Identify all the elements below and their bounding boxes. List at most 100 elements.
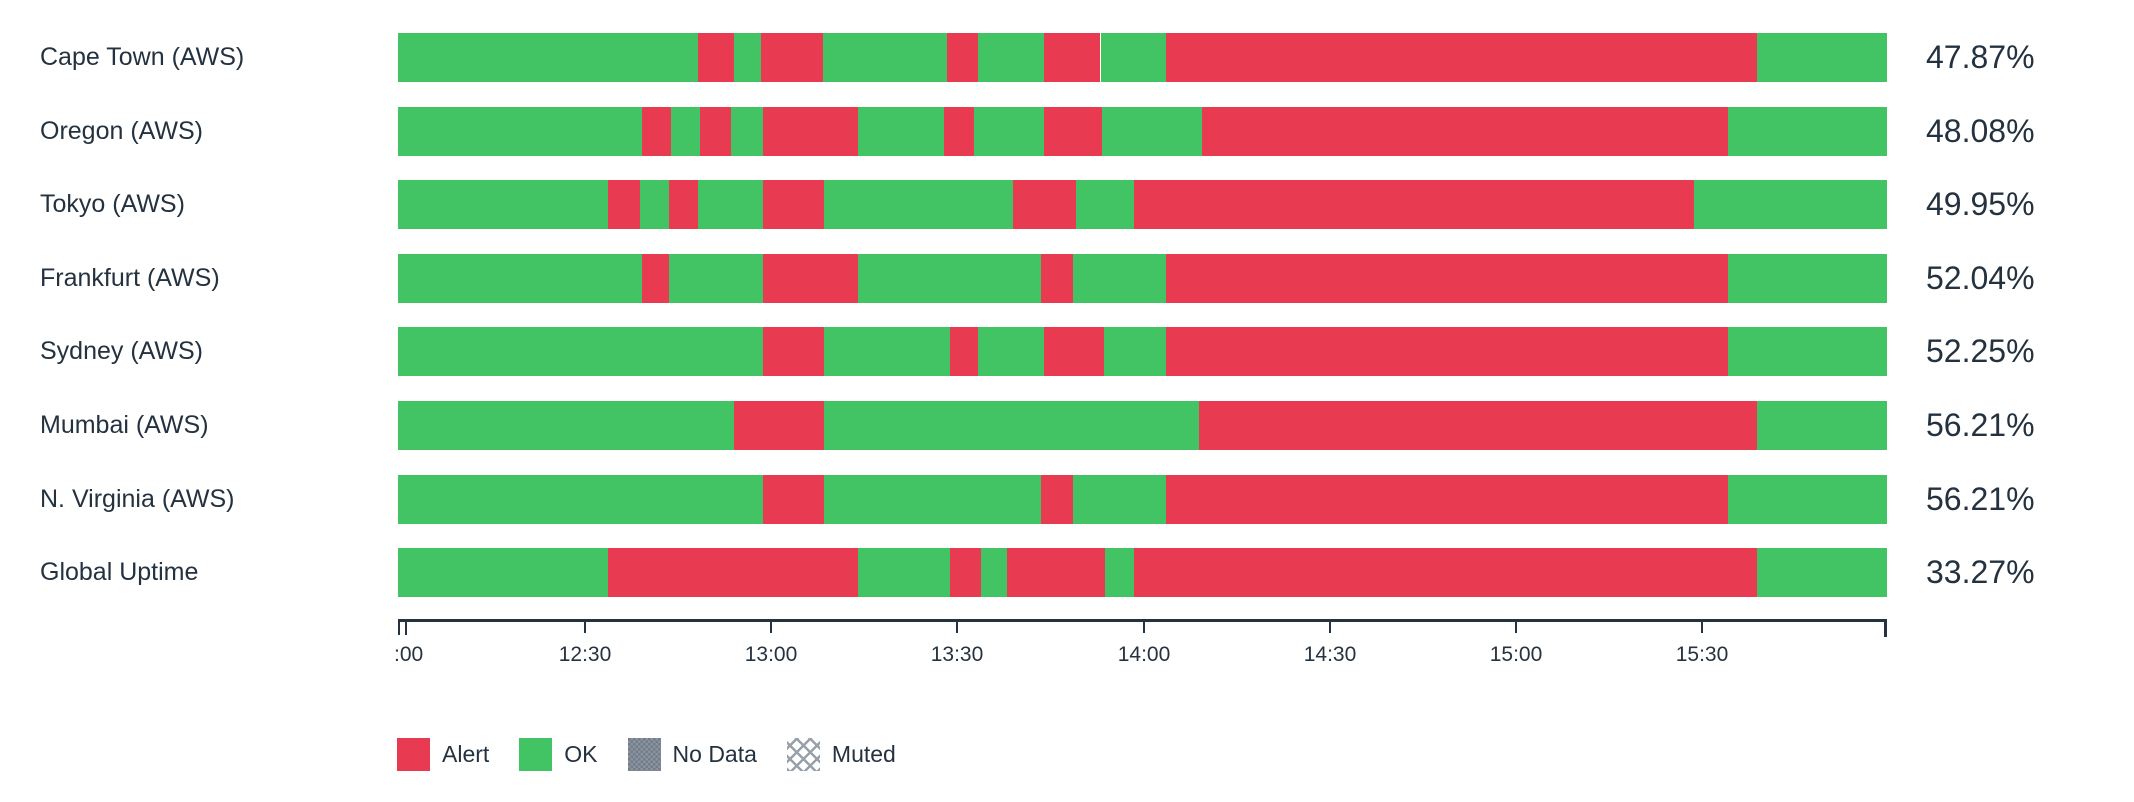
uptime-percentage: 56.21% bbox=[1926, 481, 2035, 517]
status-segment-ok[interactable] bbox=[398, 475, 763, 524]
status-segment-alert[interactable] bbox=[949, 327, 978, 376]
status-segment-alert[interactable] bbox=[761, 33, 824, 82]
legend-item-ok[interactable]: OK bbox=[519, 738, 598, 771]
status-segment-ok[interactable] bbox=[974, 107, 1045, 156]
status-bar[interactable] bbox=[398, 180, 1887, 229]
status-segment-alert[interactable] bbox=[1044, 327, 1105, 376]
legend-swatch-muted-icon bbox=[786, 738, 820, 771]
uptime-percentage: 52.04% bbox=[1926, 260, 2035, 296]
status-segment-alert[interactable] bbox=[762, 107, 858, 156]
status-segment-alert[interactable] bbox=[762, 327, 824, 376]
status-segment-alert[interactable] bbox=[1166, 327, 1729, 376]
status-segment-ok[interactable] bbox=[398, 254, 643, 303]
legend-item-muted[interactable]: Muted bbox=[786, 738, 896, 771]
status-segment-ok[interactable] bbox=[640, 180, 670, 229]
status-segment-ok[interactable] bbox=[1757, 401, 1887, 450]
status-segment-alert[interactable] bbox=[734, 401, 824, 450]
status-segment-alert[interactable] bbox=[1166, 254, 1729, 303]
status-segment-ok[interactable] bbox=[669, 254, 763, 303]
status-segment-alert[interactable] bbox=[1044, 107, 1103, 156]
status-segment-alert[interactable] bbox=[642, 107, 672, 156]
legend: Alert OK No Data Muted bbox=[397, 738, 926, 771]
status-segment-alert[interactable] bbox=[1013, 180, 1077, 229]
status-segment-alert[interactable] bbox=[642, 254, 670, 303]
row-label: Sydney (AWS) bbox=[40, 337, 204, 365]
status-segment-alert[interactable] bbox=[1040, 254, 1073, 303]
status-segment-ok[interactable] bbox=[1728, 475, 1887, 524]
status-segment-ok[interactable] bbox=[824, 327, 950, 376]
status-segment-alert[interactable] bbox=[947, 33, 979, 82]
status-segment-ok[interactable] bbox=[1072, 254, 1167, 303]
axis-tick-label: 12:30 bbox=[558, 643, 612, 666]
legend-item-alert[interactable]: Alert bbox=[397, 738, 489, 771]
status-segment-alert[interactable] bbox=[1134, 180, 1695, 229]
status-segment-ok[interactable] bbox=[857, 254, 1041, 303]
status-segment-ok[interactable] bbox=[857, 107, 944, 156]
status-segment-ok[interactable] bbox=[824, 401, 1200, 450]
axis-tick-label: 13:00 bbox=[744, 643, 798, 666]
status-segment-ok[interactable] bbox=[978, 33, 1045, 82]
status-bar[interactable] bbox=[398, 548, 1887, 597]
status-segment-ok[interactable] bbox=[1728, 327, 1887, 376]
status-segment-alert[interactable] bbox=[608, 548, 858, 597]
status-segment-ok[interactable] bbox=[977, 327, 1045, 376]
status-segment-ok[interactable] bbox=[1072, 475, 1167, 524]
status-segment-ok[interactable] bbox=[734, 33, 762, 82]
status-segment-alert[interactable] bbox=[944, 107, 975, 156]
status-segment-alert[interactable] bbox=[699, 107, 732, 156]
status-segment-ok[interactable] bbox=[398, 33, 699, 82]
status-segment-alert[interactable] bbox=[1006, 548, 1105, 597]
status-bar[interactable] bbox=[398, 327, 1887, 376]
status-segment-ok[interactable] bbox=[824, 475, 1041, 524]
status-segment-ok[interactable] bbox=[980, 548, 1007, 597]
status-segment-alert[interactable] bbox=[762, 180, 824, 229]
status-segment-ok[interactable] bbox=[1100, 33, 1166, 82]
status-bar[interactable] bbox=[398, 475, 1887, 524]
status-segment-ok[interactable] bbox=[671, 107, 700, 156]
status-segment-alert[interactable] bbox=[1165, 33, 1757, 82]
status-segment-ok[interactable] bbox=[398, 401, 735, 450]
status-segment-ok[interactable] bbox=[1102, 107, 1203, 156]
status-segment-alert[interactable] bbox=[608, 180, 641, 229]
status-segment-ok[interactable] bbox=[824, 180, 1014, 229]
axis-tick-label: 15:00 bbox=[1489, 643, 1543, 666]
status-segment-ok[interactable] bbox=[398, 180, 609, 229]
status-segment-alert[interactable] bbox=[669, 180, 699, 229]
status-segment-alert[interactable] bbox=[949, 548, 981, 597]
status-segment-alert[interactable] bbox=[1199, 401, 1757, 450]
status-segment-ok[interactable] bbox=[857, 548, 950, 597]
status-segment-ok[interactable] bbox=[731, 107, 763, 156]
status-bar[interactable] bbox=[398, 33, 1887, 82]
status-segment-ok[interactable] bbox=[1104, 327, 1167, 376]
status-segment-ok[interactable] bbox=[1076, 180, 1135, 229]
status-segment-ok[interactable] bbox=[823, 33, 948, 82]
status-segment-alert[interactable] bbox=[1202, 107, 1729, 156]
status-segment-ok[interactable] bbox=[398, 548, 609, 597]
status-bar[interactable] bbox=[398, 401, 1887, 450]
legend-label: OK bbox=[564, 741, 598, 767]
status-segment-alert[interactable] bbox=[1166, 475, 1729, 524]
status-segment-ok[interactable] bbox=[1757, 33, 1887, 82]
status-segment-ok[interactable] bbox=[698, 180, 763, 229]
status-segment-ok[interactable] bbox=[1757, 548, 1887, 597]
status-segment-ok[interactable] bbox=[1104, 548, 1134, 597]
status-segment-alert[interactable] bbox=[762, 475, 824, 524]
status-bar[interactable] bbox=[398, 254, 1887, 303]
status-segment-alert[interactable] bbox=[698, 33, 735, 82]
status-segment-ok[interactable] bbox=[398, 327, 763, 376]
axis-tick-label: 13:30 bbox=[930, 643, 984, 666]
status-segment-alert[interactable] bbox=[762, 254, 858, 303]
status-bar[interactable] bbox=[398, 107, 1887, 156]
uptime-percentage: 52.25% bbox=[1926, 333, 2035, 369]
status-segment-ok[interactable] bbox=[1694, 180, 1887, 229]
status-segment-ok[interactable] bbox=[1728, 107, 1887, 156]
status-segment-ok[interactable] bbox=[1728, 254, 1887, 303]
status-segment-ok[interactable] bbox=[398, 107, 643, 156]
axis-tick-label: 15:30 bbox=[1675, 643, 1729, 666]
legend-item-no_data[interactable]: No Data bbox=[627, 738, 757, 771]
status-segment-alert[interactable] bbox=[1044, 33, 1101, 82]
axis-tick bbox=[398, 622, 400, 635]
axis-tick bbox=[584, 622, 586, 633]
status-segment-alert[interactable] bbox=[1040, 475, 1073, 524]
status-segment-alert[interactable] bbox=[1133, 548, 1757, 597]
